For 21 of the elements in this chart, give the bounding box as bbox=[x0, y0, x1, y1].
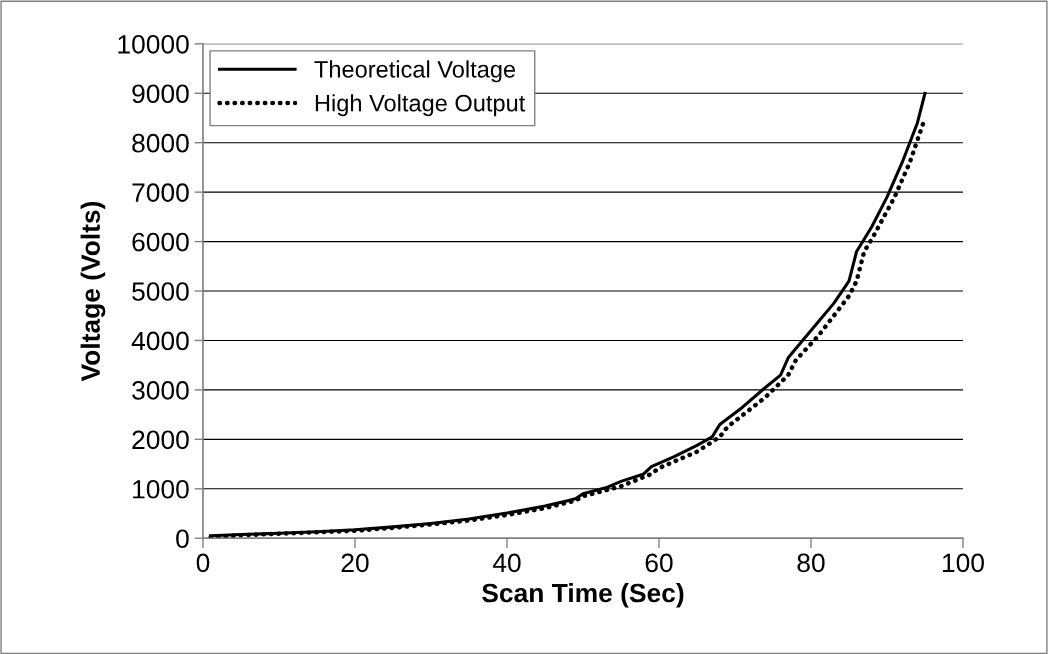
y-tick-label: 5000 bbox=[132, 282, 189, 301]
legend-label: Theoretical Voltage bbox=[314, 60, 516, 83]
x-tick-label: 80 bbox=[797, 553, 825, 573]
y-tick-label: 1000 bbox=[133, 479, 189, 499]
y-tick-label: 10000 bbox=[118, 34, 189, 54]
y-axis-title: Voltage (Volts) bbox=[80, 201, 106, 382]
x-tick-label: 20 bbox=[341, 553, 369, 573]
x-axis-title: Scan Time (Sec) bbox=[482, 582, 684, 608]
x-tick-label: 0 bbox=[196, 553, 210, 573]
y-tick-label: 8000 bbox=[132, 133, 189, 153]
y-tick-label: 9000 bbox=[132, 84, 189, 104]
x-tick-label: 100 bbox=[942, 553, 984, 573]
y-tick-label: 4000 bbox=[131, 331, 189, 351]
y-tick-label: 6000 bbox=[132, 232, 189, 252]
x-tick-label: 60 bbox=[645, 553, 673, 573]
y-tick-label: 0 bbox=[176, 529, 189, 549]
y-tick-label: 2000 bbox=[132, 430, 189, 450]
x-tick-label: 40 bbox=[492, 553, 521, 573]
y-tick-label: 3000 bbox=[132, 381, 189, 400]
legend-label: High Voltage Output bbox=[315, 94, 526, 117]
y-tick-label: 7000 bbox=[132, 183, 189, 202]
